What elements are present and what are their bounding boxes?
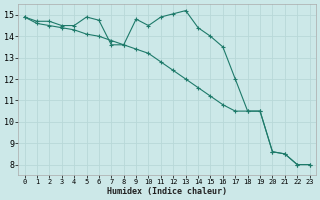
X-axis label: Humidex (Indice chaleur): Humidex (Indice chaleur) — [107, 187, 227, 196]
